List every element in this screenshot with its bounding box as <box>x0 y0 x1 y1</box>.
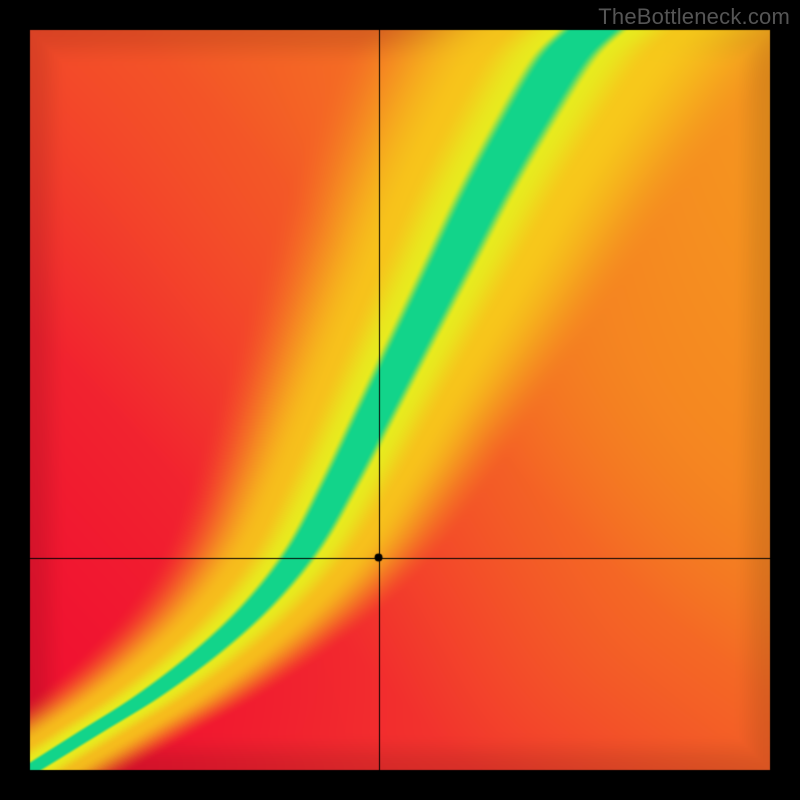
bottleneck-heatmap-canvas <box>0 0 800 800</box>
watermark-text: TheBottleneck.com <box>598 4 790 30</box>
chart-stage: TheBottleneck.com <box>0 0 800 800</box>
